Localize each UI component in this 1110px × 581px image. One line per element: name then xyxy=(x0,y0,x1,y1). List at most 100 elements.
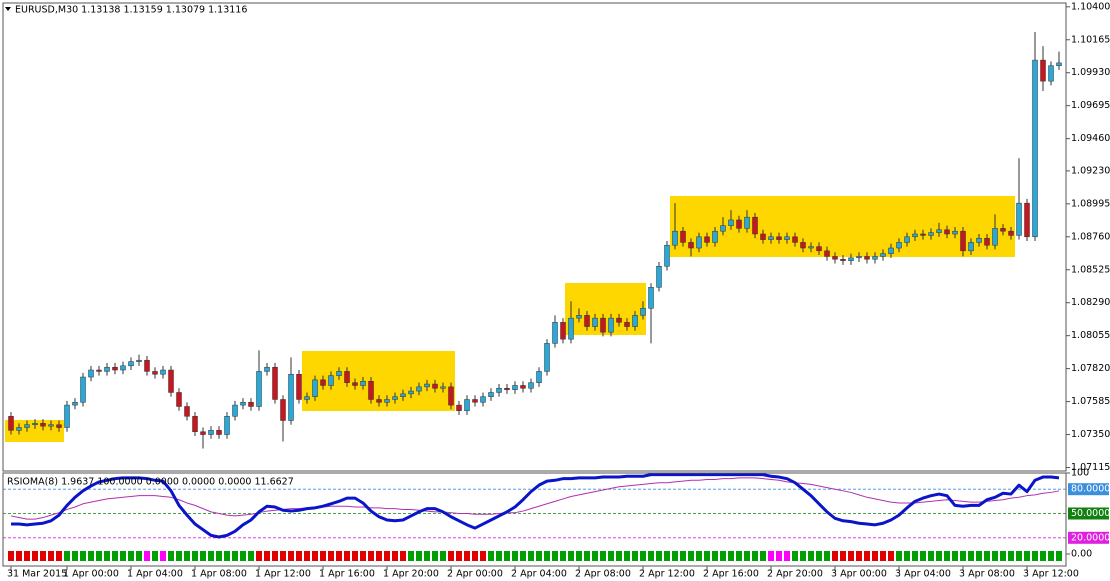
indicator-frame xyxy=(2,472,1067,567)
signal-cell xyxy=(272,551,278,561)
y-tick-label: 1.08525 xyxy=(1071,264,1110,275)
signal-cell xyxy=(344,551,350,561)
candle-body xyxy=(16,427,22,431)
x-tick-label: 2 Apr 16:00 xyxy=(703,569,759,580)
candle-body xyxy=(256,371,262,407)
y-tick-label: 1.08760 xyxy=(1071,231,1110,242)
candle-body xyxy=(176,392,182,407)
signal-cell xyxy=(864,551,870,561)
candle-body xyxy=(752,216,758,235)
signal-cell xyxy=(456,551,462,561)
y-tick-label: 1.07820 xyxy=(1071,363,1110,374)
signal-cell xyxy=(56,551,62,561)
candle-body xyxy=(8,416,14,431)
candle-body xyxy=(312,379,318,397)
candle-body xyxy=(88,369,94,378)
signal-cell xyxy=(816,551,822,561)
signal-cell xyxy=(536,551,542,561)
candle-body xyxy=(544,343,550,372)
candle-body xyxy=(184,406,190,417)
signal-cell xyxy=(480,551,486,561)
candle-body xyxy=(640,308,646,316)
candle-body xyxy=(744,216,750,229)
signal-cell xyxy=(176,551,182,561)
y-tick-label: 80.0000 xyxy=(1071,484,1110,495)
signal-cell xyxy=(264,551,270,561)
candle-body xyxy=(904,236,910,243)
y-tick-label: 1.09230 xyxy=(1071,165,1110,176)
signal-cell xyxy=(232,551,238,561)
signal-cell xyxy=(136,551,142,561)
signal-cell xyxy=(160,551,166,561)
signal-cell xyxy=(328,551,334,561)
candle-body xyxy=(296,373,302,400)
candle-body xyxy=(416,386,422,392)
candle-body xyxy=(592,317,598,327)
candle-body xyxy=(360,380,366,386)
signal-cell xyxy=(408,551,414,561)
signal-cell xyxy=(288,551,294,561)
candle-body xyxy=(272,366,278,400)
signal-cell xyxy=(928,551,934,561)
candle-body xyxy=(304,396,310,400)
candle-body xyxy=(368,380,374,400)
candle-body xyxy=(352,382,358,386)
signal-cell xyxy=(488,551,494,561)
x-tick-label: 1 Apr 04:00 xyxy=(127,569,183,580)
signal-cell xyxy=(856,551,862,561)
candle-body xyxy=(424,383,430,388)
x-tick-label: 2 Apr 08:00 xyxy=(575,569,631,580)
candle-body xyxy=(656,265,662,288)
signal-cell xyxy=(224,551,230,561)
y-tick-label: 1.08995 xyxy=(1071,198,1110,209)
candle-body xyxy=(600,317,606,333)
x-tick-label: 2 Apr 20:00 xyxy=(767,569,823,580)
menu-arrow xyxy=(5,7,11,11)
candle-body xyxy=(496,388,502,393)
candle-body xyxy=(920,233,926,236)
y-tick-label: 1.09930 xyxy=(1071,67,1110,78)
candle-body xyxy=(760,233,766,240)
signal-cell xyxy=(40,551,46,561)
candle-body xyxy=(224,416,230,435)
indicator-panel: 100 80.0000 50.0000 20.0000 0.00 xyxy=(3,468,1110,561)
candle-body xyxy=(528,382,534,389)
signal-cell xyxy=(688,551,694,561)
y-tick-label: 1.09695 xyxy=(1071,100,1110,111)
candle-body xyxy=(848,257,854,261)
signal-cell xyxy=(976,551,982,561)
signal-cell xyxy=(648,551,654,561)
candle-body xyxy=(288,373,294,421)
candle-body xyxy=(152,371,158,375)
candle-body xyxy=(56,424,62,428)
candle-body xyxy=(128,361,134,367)
signal-cell xyxy=(552,551,558,561)
candle-body xyxy=(80,376,86,403)
signal-cell xyxy=(504,551,510,561)
signal-cell xyxy=(336,551,342,561)
signal-cell xyxy=(496,551,502,561)
signal-cell xyxy=(240,551,246,561)
signal-cell xyxy=(168,551,174,561)
candle-body xyxy=(336,371,342,376)
signal-cell xyxy=(968,551,974,561)
signal-cell xyxy=(664,551,670,561)
candle-body xyxy=(608,317,614,333)
candle-body xyxy=(96,369,102,372)
signal-cell xyxy=(352,551,358,561)
x-tick-label: 1 Apr 12:00 xyxy=(255,569,311,580)
price-panel: 1.10400 1.10165 1.09930 1.09695 1.09460 1.092… xyxy=(7,1,1110,579)
price-frame xyxy=(2,2,1067,472)
signal-cell xyxy=(736,551,742,561)
signal-cell xyxy=(184,551,190,561)
signal-cell xyxy=(120,551,126,561)
level-label-box xyxy=(1068,483,1109,496)
signal-cell xyxy=(512,551,518,561)
candle-body xyxy=(504,388,510,390)
signal-cell xyxy=(280,551,286,561)
candle-body xyxy=(816,246,822,252)
signal-cell xyxy=(432,551,438,561)
candle-body xyxy=(728,219,734,226)
candle-body xyxy=(896,242,902,249)
candle-body xyxy=(888,247,894,254)
